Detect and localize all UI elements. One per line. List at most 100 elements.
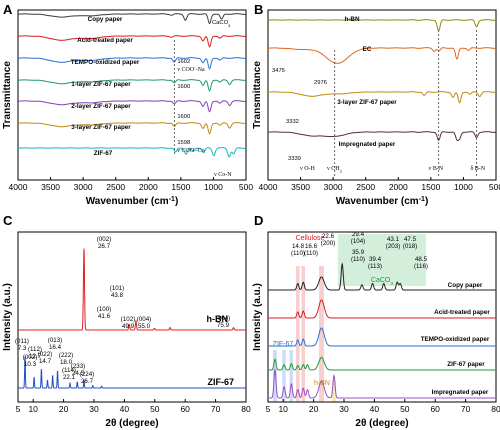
panel-b-series-label-2: 3-layer ZIF-67 paper	[337, 99, 397, 106]
panel-a-y-axis-title: Transmittance	[2, 61, 13, 129]
panel-b-series-line-3	[268, 131, 496, 141]
panel-d-caco3-2theta-0: 29.4	[352, 231, 365, 238]
panel-a-ann-coo-na: ν COO--Na	[177, 65, 205, 74]
panel-a-ann-coo-co: ν COO--Co	[177, 146, 204, 155]
panel-d-cellulose-band-0	[295, 266, 300, 402]
panel-c-zif-peak-hkl-7: (233)	[71, 363, 85, 370]
panel-d-caco3-hkl-4: (018)	[403, 243, 417, 250]
panel-d-cellulose-hkl-2: (200)	[321, 240, 335, 247]
panel-c-zif-peak-2theta-8: 26.7	[81, 378, 94, 385]
panel-a-x-tick-label-3000: 3000	[74, 182, 93, 192]
panel-c-x-tick-label-10: 10	[28, 404, 38, 414]
panel-d-caco3-hkl-2: (113)	[368, 263, 382, 270]
panel-b-series-line-0	[268, 19, 496, 32]
panel-letter-b: B	[254, 2, 263, 17]
panel-b-ann-3332: 3332	[286, 119, 299, 125]
panel-a-series-label-2: TEMPO-oxidized paper	[71, 59, 140, 66]
panel-c-hbn-peak-hkl-5: (004)	[216, 315, 230, 322]
panel-d-zif-band-1	[282, 350, 286, 402]
panel-a-series-label-0: Copy paper	[88, 16, 123, 23]
panel-a-x-tick-label-4000: 4000	[9, 182, 28, 192]
panel-b-ann-3339: 3339	[288, 156, 301, 162]
panel-b-x-tick-label-3500: 3500	[291, 182, 310, 192]
panel-a-series-line-5	[18, 122, 246, 135]
panel-b-x-tick-label-2500: 2500	[356, 182, 375, 192]
panel-a-series-line-3	[18, 79, 246, 92]
panel-a-ann-1598: 1598	[177, 140, 190, 146]
panel-a-plot-frame	[17, 9, 247, 181]
panel-c-hbn-peak-hkl-3: (102)	[121, 316, 135, 323]
panel-c-x-tick-label-60: 60	[180, 404, 190, 414]
panel-d-cellulose-2theta-0: 14.8	[292, 243, 305, 250]
panel-c-hbn-peak-hkl-2: (101)	[110, 285, 124, 292]
panel-b-series-label-3: Impregnated paper	[339, 141, 396, 148]
panel-c-series-line-1	[18, 356, 246, 389]
panel-a-x-axis-title: Wavenumber (cm-1)	[86, 196, 179, 208]
panel-c-zif-peak-hkl-2: (112)	[28, 346, 42, 353]
panel-d-series-label-4: Impregnated paper	[432, 389, 489, 396]
panel-b-x-tick-label-1500: 1500	[421, 182, 440, 192]
panel-d-cellulose-2theta-1: 16.6	[305, 243, 318, 250]
panel-b-x-axis-title: Wavenumber (cm-1)	[336, 196, 429, 208]
panel-d-caco3-2theta-5: 48.5	[415, 256, 428, 263]
panel-c-series-label-zif67: ZIF-67	[207, 377, 234, 387]
panel-a-series-line-4	[18, 100, 246, 113]
panel-d-x-tick-label-60: 60	[430, 404, 440, 414]
panel-c-hbn-peak-hkl-4: (004)	[137, 316, 151, 323]
panel-a-series-line-0	[18, 13, 246, 25]
panel-d-caco3-2theta-3: 43.1	[387, 236, 400, 243]
panel-d-series-line-2	[268, 327, 496, 347]
panel-b-x-tick-label-500: 500	[489, 182, 500, 192]
panel-c-hbn-peak-2theta-3: 49.9	[122, 323, 135, 330]
panel-d-caco3-hkl-1: (110)	[351, 256, 365, 263]
panel-b-series-line-2	[268, 91, 496, 104]
panel-c-zif-peak-hkl-8: (224)	[80, 371, 94, 378]
panel-c-x-tick-label-30: 30	[89, 404, 99, 414]
panel-d-x-tick-label-50: 50	[400, 404, 410, 414]
panel-c-zif-peak-2theta-5: 18.0	[60, 359, 73, 366]
panel-c-zif-peak-hkl-5: (222)	[59, 352, 73, 359]
panel-d-series-line-3	[268, 356, 496, 371]
panel-b-y-axis-title: Transmittance	[252, 61, 263, 129]
panel-a-x-tick-label-2000: 2000	[139, 182, 158, 192]
panel-b-x-tick-label-1000: 1000	[454, 182, 473, 192]
panel-a-ann-caco3: CaCO3	[212, 20, 231, 28]
panel-d-series-label-3: ZIF-67 paper	[447, 361, 485, 368]
panel-a-x-tick-label-1000: 1000	[204, 182, 223, 192]
panel-d-cellulose-band-1	[301, 266, 306, 402]
panel-d-x-tick-label-5: 5	[266, 404, 271, 414]
panel-c-zif-peak-hkl-1: (002)	[23, 354, 37, 361]
panel-a-x-tick-label-1500: 1500	[171, 182, 190, 192]
panel-d-caco3-2theta-4: 47.5	[404, 236, 417, 243]
panel-d-zif-band-0	[272, 350, 277, 402]
panel-c-zif-peak-hkl-0: (011)	[15, 338, 29, 345]
panel-c-zif-peak-2theta-2: 12.7	[29, 353, 42, 360]
panel-d-caco3-2theta-1: 35.9	[352, 249, 365, 256]
panel-d-series-line-0	[268, 262, 496, 291]
panel-d-cellulose-2theta-2: 22.6	[322, 233, 335, 240]
panel-c-hbn-peak-2theta-4: 55.0	[138, 323, 151, 330]
panel-d-x-tick-label-20: 20	[309, 404, 319, 414]
panel-c-zif-peak-hkl-6: (114)	[62, 367, 76, 374]
panel-a-ann-co-n: ν Co-N	[214, 172, 232, 178]
panel-d-series-label-0: Copy paper	[448, 282, 483, 289]
panel-d-plot-frame	[267, 231, 497, 403]
panel-c-x-tick-label-50: 50	[150, 404, 160, 414]
panel-c-plot-frame	[17, 231, 247, 403]
panel-c-x-axis-title: 2θ (degree)	[105, 418, 158, 429]
panel-a-series-label-3: 1-layer ZIF-67 paper	[71, 81, 131, 88]
panel-d-caco3-hkl-0: (104)	[351, 238, 365, 245]
panel-d-label-zif67: ZIF-67	[273, 341, 294, 348]
panel-d-xrd-chart: 5 10 20 30 40 50 60 70 80 2θ (degree) Intensity (a…	[252, 231, 500, 429]
panel-c-zif-peak-hkl-3: (022)	[38, 351, 52, 358]
panel-d-label-caco3: CaCO3	[371, 277, 393, 287]
panel-c-zif-peak-2theta-3: 14.7	[39, 358, 52, 365]
panel-a-series-line-6	[18, 147, 246, 158]
panel-d-x-tick-label-30: 30	[339, 404, 349, 414]
panel-a-ann-1602: 1602	[177, 59, 190, 65]
panel-d-series-line-1	[268, 299, 496, 319]
panel-d-series-line-4	[268, 368, 496, 399]
panel-b-ann-3475: 3475	[272, 68, 285, 74]
panel-b-ftir-chart: 4000 3500 3000 2500 2000 1500 1000 500 Wavenumbe…	[252, 9, 500, 208]
